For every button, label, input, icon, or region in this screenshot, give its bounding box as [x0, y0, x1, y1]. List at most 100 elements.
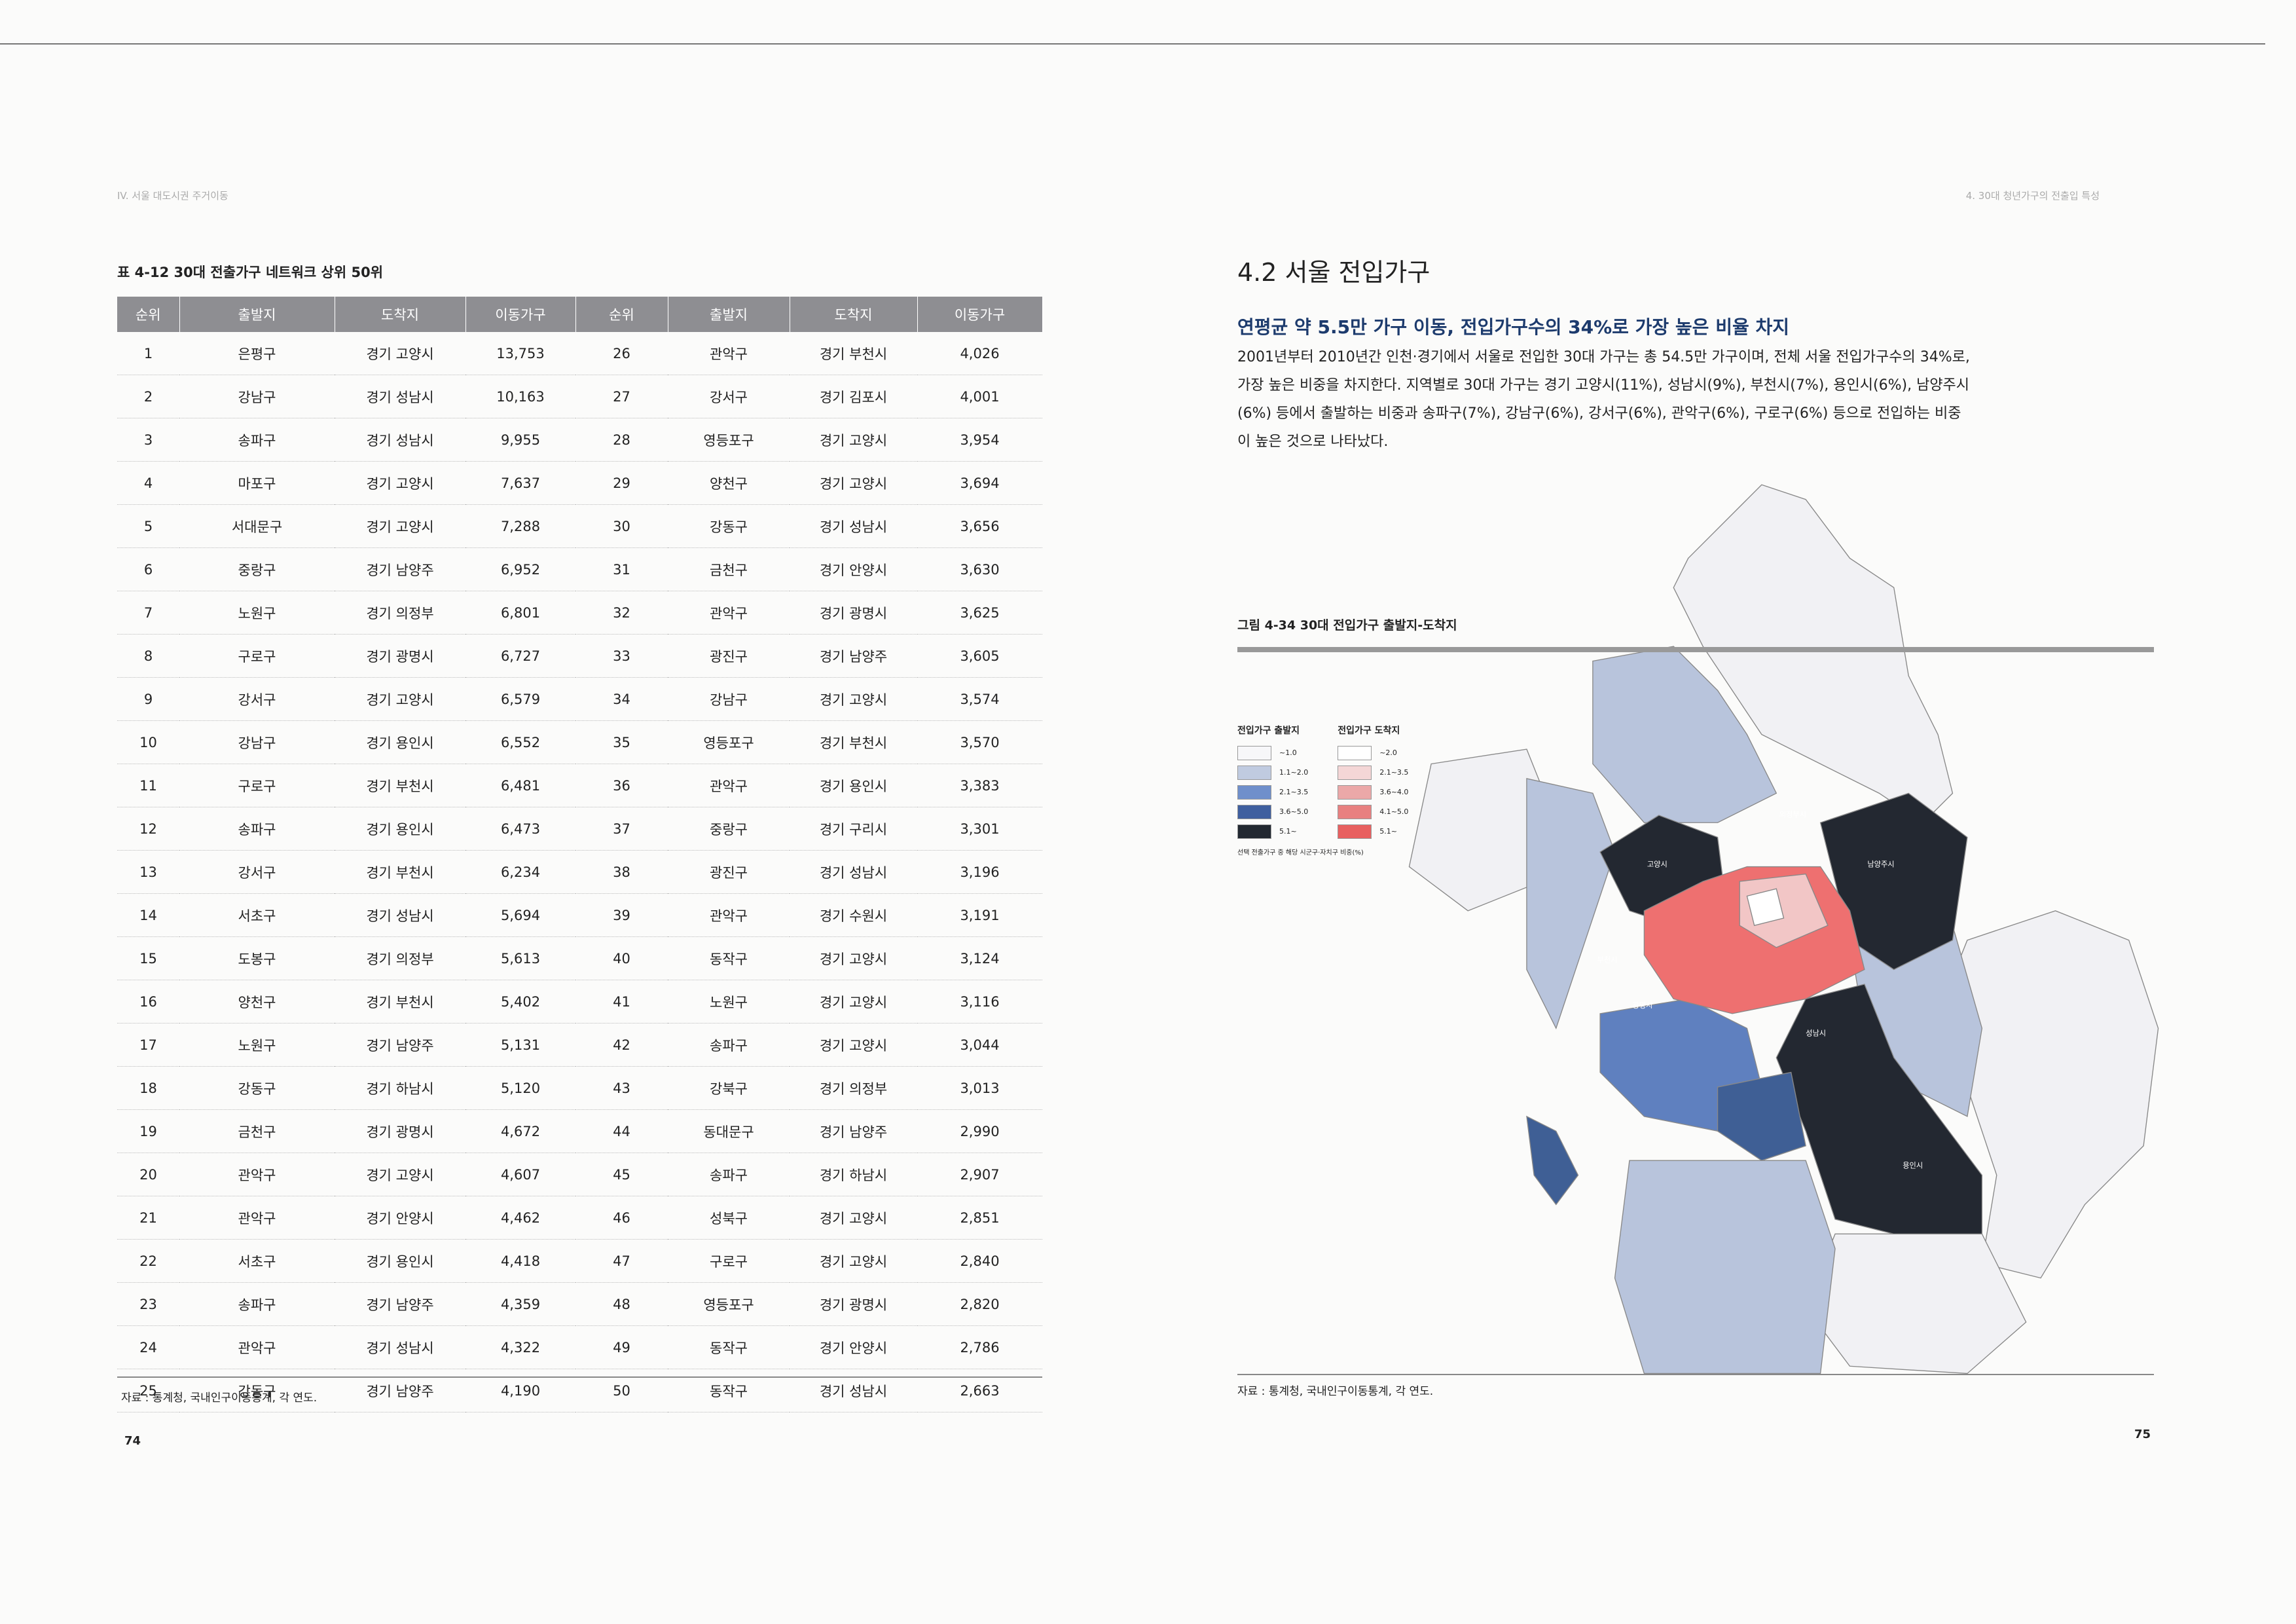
table-cell: 중랑구: [668, 807, 790, 851]
table-cell: 2,851: [917, 1196, 1042, 1240]
legend-swatch: [1237, 785, 1271, 800]
table-cell: 동작구: [668, 1369, 790, 1412]
table-cell: 10,163: [465, 375, 575, 418]
table-cell: 경기 성남시: [335, 893, 465, 937]
table-row: 14 서초구 경기 성남시 5,694 39 관악구 경기 수원시 3,191: [117, 893, 1042, 937]
table-cell: 4,462: [465, 1196, 575, 1240]
table-cell: 송파구: [179, 807, 335, 851]
table-cell: 경기 김포시: [790, 375, 917, 418]
table-cell: 17: [117, 1023, 179, 1067]
legend-title: 전입가구 도착지: [1338, 726, 1400, 736]
table-cell: 경기 성남시: [335, 1325, 465, 1369]
legend-swatch: [1237, 824, 1271, 839]
table-cell: 6,473: [465, 807, 575, 851]
table-row: 18 강동구 경기 하남시 5,120 43 강북구 경기 의정부 3,013: [117, 1066, 1042, 1110]
table-cell: 경기 구리시: [790, 807, 917, 851]
table-cell: 경기 수원시: [790, 893, 917, 937]
table-row: 20 관악구 경기 고양시 4,607 45 송파구 경기 하남시 2,907: [117, 1153, 1042, 1196]
table-cell: 35: [575, 720, 668, 764]
table-cell: 6: [117, 547, 179, 591]
table-cell: 금천구: [668, 547, 790, 591]
table-row: 10 강남구 경기 용인시 6,552 35 영등포구 경기 부천시 3,570: [117, 720, 1042, 764]
table-cell: 38: [575, 850, 668, 894]
table-cell: 50: [575, 1369, 668, 1412]
table-cell: 관악구: [179, 1153, 335, 1196]
table-cell: 4,322: [465, 1325, 575, 1369]
table-cell: 강남구: [179, 375, 335, 418]
legend-label: 3.6~4.0: [1379, 788, 1409, 796]
table-cell: 6,552: [465, 720, 575, 764]
table-cell: 경기 고양시: [790, 936, 917, 980]
table-cell: 송파구: [179, 1282, 335, 1326]
table-cell: 경기 광명시: [335, 634, 465, 678]
table-cell: 3,044: [917, 1023, 1042, 1067]
table-cell: 3,570: [917, 720, 1042, 764]
section-title: 4.2 서울 전입가구: [1237, 258, 1430, 287]
table-cell: 은평구: [179, 332, 335, 375]
column-header: 도착지: [335, 297, 466, 332]
table-cell: 39: [575, 893, 668, 937]
page-number: 75: [2134, 1428, 2151, 1441]
table-row: 13 강서구 경기 부천시 6,234 38 광진구 경기 성남시 3,196: [117, 850, 1042, 894]
legend-swatch: [1237, 746, 1271, 760]
table-row: 23 송파구 경기 남양주 4,359 48 영등포구 경기 광명시 2,820: [117, 1282, 1042, 1326]
table-cell: 경기 부천시: [790, 720, 917, 764]
table-cell: 경기 고양시: [790, 1196, 917, 1240]
table-cell: 경기 남양주: [335, 1369, 465, 1412]
table-cell: 3,656: [917, 504, 1042, 548]
table-cell: 경기 광명시: [790, 1282, 917, 1326]
table-cell: 4,190: [465, 1369, 575, 1412]
column-header: 순위: [117, 297, 180, 332]
table-cell: 경기 광명시: [790, 591, 917, 635]
column-header: 도착지: [790, 297, 918, 332]
table-cell: 2,663: [917, 1369, 1042, 1412]
table-cell: 금천구: [179, 1109, 335, 1153]
table-cell: 강북구: [668, 1066, 790, 1110]
table-cell: 2: [117, 375, 179, 418]
table-cell: 29: [575, 461, 668, 505]
legend: 전입가구 출발지 ~1.0 1.1~2.0 2.1~3.5 3.6~5.0 5.1~ 전입…: [1237, 724, 1408, 857]
table-cell: 4: [117, 461, 179, 505]
legend-swatch: [1237, 805, 1271, 819]
table-cell: 경기 용인시: [335, 1239, 465, 1283]
legend-item: 5.1~: [1237, 822, 1308, 841]
table-cell: 24: [117, 1325, 179, 1369]
table-cell: 경기 의정부: [790, 1066, 917, 1110]
table-cell: 16: [117, 980, 179, 1024]
table-cell: 송파구: [668, 1153, 790, 1196]
table-cell: 경기 남양주: [335, 1282, 465, 1326]
table-cell: 7: [117, 591, 179, 635]
table-cell: 37: [575, 807, 668, 851]
table-row: 16 양천구 경기 부천시 5,402 41 노원구 경기 고양시 3,116: [117, 980, 1042, 1024]
page-number: 74: [124, 1434, 141, 1448]
table-cell: 2,820: [917, 1282, 1042, 1326]
table-cell: 경기 안양시: [790, 1325, 917, 1369]
table-cell: 5: [117, 504, 179, 548]
table-cell: 3,383: [917, 764, 1042, 807]
table-cell: 노원구: [179, 591, 335, 635]
table-row: 3 송파구 경기 성남시 9,955 28 영등포구 경기 고양시 3,954: [117, 418, 1042, 462]
table-cell: 18: [117, 1066, 179, 1110]
table-cell: 28: [575, 418, 668, 462]
table-row: 24 관악구 경기 성남시 4,322 49 동작구 경기 안양시 2,786: [117, 1325, 1042, 1369]
table-cell: 11: [117, 764, 179, 807]
table-cell: 경기 의정부: [335, 936, 465, 980]
table-cell: 3: [117, 418, 179, 462]
table-cell: 경기 남양주: [335, 547, 465, 591]
table-cell: 경기 고양시: [335, 677, 465, 721]
table-row: 15 도봉구 경기 의정부 5,613 40 동작구 경기 고양시 3,124: [117, 936, 1042, 980]
body-text: 2001년부터 2010년간 인천·경기에서 서울로 전입한 30대 가구는 총…: [1237, 349, 1970, 450]
table-cell: 33: [575, 634, 668, 678]
column-header: 출발지: [668, 297, 790, 332]
table-cell: 동작구: [668, 936, 790, 980]
table-row: 22 서초구 경기 용인시 4,418 47 구로구 경기 고양시 2,840: [117, 1239, 1042, 1283]
table-cell: 경기 하남시: [335, 1066, 465, 1110]
table-cell: 36: [575, 764, 668, 807]
table-cell: 12: [117, 807, 179, 851]
table-cell: 경기 하남시: [790, 1153, 917, 1196]
legend-label: 3.6~5.0: [1279, 807, 1309, 816]
table-cell: 34: [575, 677, 668, 721]
table-cell: 성북구: [668, 1196, 790, 1240]
table-cell: 서초구: [179, 893, 335, 937]
table-cell: 10: [117, 720, 179, 764]
